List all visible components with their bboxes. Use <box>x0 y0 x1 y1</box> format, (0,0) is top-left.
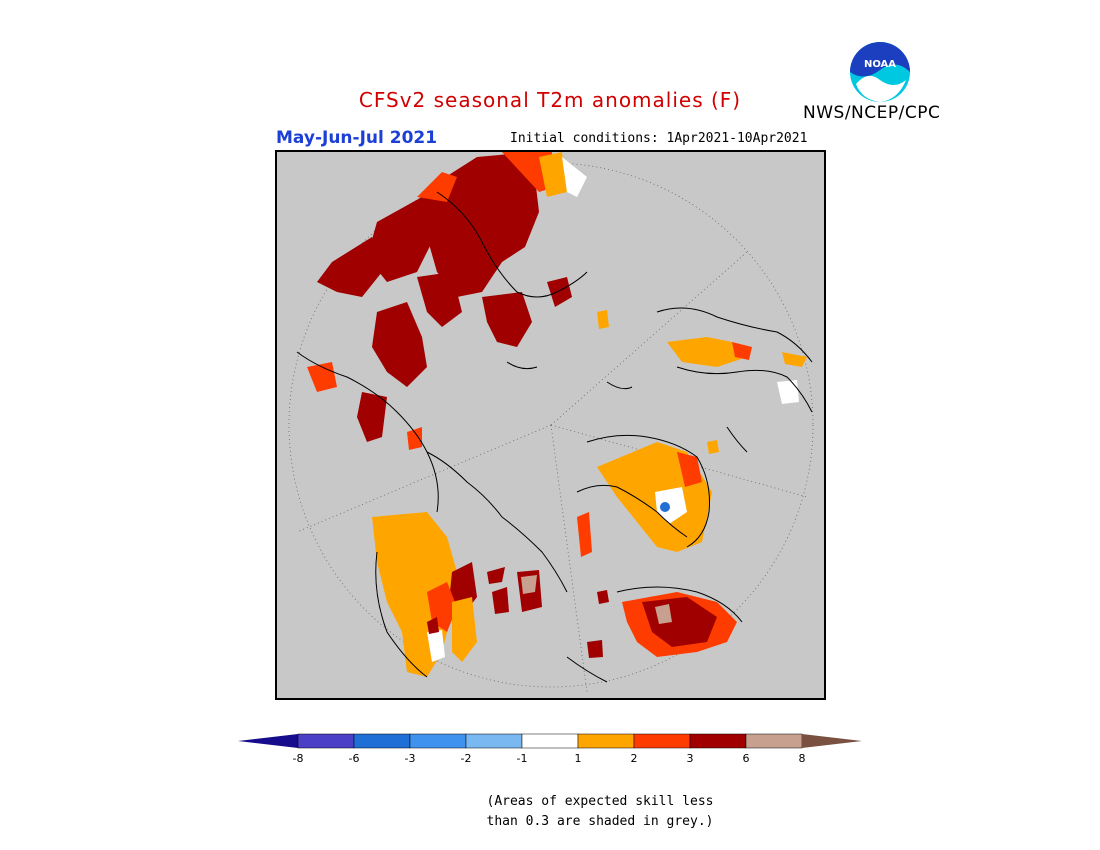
colorbar-label: 6 <box>742 752 750 765</box>
colorbar-segment <box>297 733 355 749</box>
anomaly-eurasia-north <box>307 152 587 450</box>
colorbar-segment <box>577 733 635 749</box>
coastlines <box>296 191 813 683</box>
colorbar-label: 3 <box>686 752 694 765</box>
initial-conditions: Initial conditions: 1Apr2021-10Apr2021 <box>510 131 808 146</box>
forecast-period: May-Jun-Jul 2021 <box>276 128 438 148</box>
colorbar-arrow-right <box>802 734 862 748</box>
agency-label: NWS/NCEP/CPC <box>803 103 941 123</box>
logo-text: NOAA <box>864 59 896 70</box>
map-svg <box>288 152 814 693</box>
map-title: CFSv2 seasonal T2m anomalies (F) <box>358 88 742 112</box>
anomaly-greenland <box>597 442 712 552</box>
skill-note-line: (Areas of expected skill less <box>486 794 714 809</box>
colorbar-label: -2 <box>460 752 472 765</box>
colorbar-segment <box>633 733 691 749</box>
colorbar-segment <box>465 733 523 749</box>
colorbar-segment <box>521 733 579 749</box>
graticule-circle <box>288 162 814 688</box>
colorbar-arrow-left <box>238 734 298 748</box>
skill-note-line: than 0.3 are shaded in grey.) <box>486 814 714 829</box>
colorbar-label: -8 <box>292 752 304 765</box>
colorbar-segment <box>353 733 411 749</box>
colorbar <box>238 733 862 749</box>
anomaly-europe <box>372 512 542 677</box>
colorbar-label: 1 <box>574 752 582 765</box>
colorbar-label: 8 <box>798 752 806 765</box>
colorbar-segment <box>409 733 467 749</box>
colorbar-label: -3 <box>404 752 416 765</box>
anomaly-north-america <box>577 512 737 658</box>
colorbar-label: -1 <box>516 752 528 765</box>
colorbar-label: 2 <box>630 752 638 765</box>
colorbar-segment <box>745 733 803 749</box>
graticule-line <box>550 424 588 693</box>
polar-map <box>275 150 826 700</box>
colorbar-label: -6 <box>348 752 360 765</box>
noaa-logo: NOAA <box>848 40 912 104</box>
anomaly-alaska <box>597 310 807 454</box>
colorbar-segment <box>689 733 747 749</box>
skill-note: (Areas of expected skill less than 0.3 a… <box>470 792 730 832</box>
